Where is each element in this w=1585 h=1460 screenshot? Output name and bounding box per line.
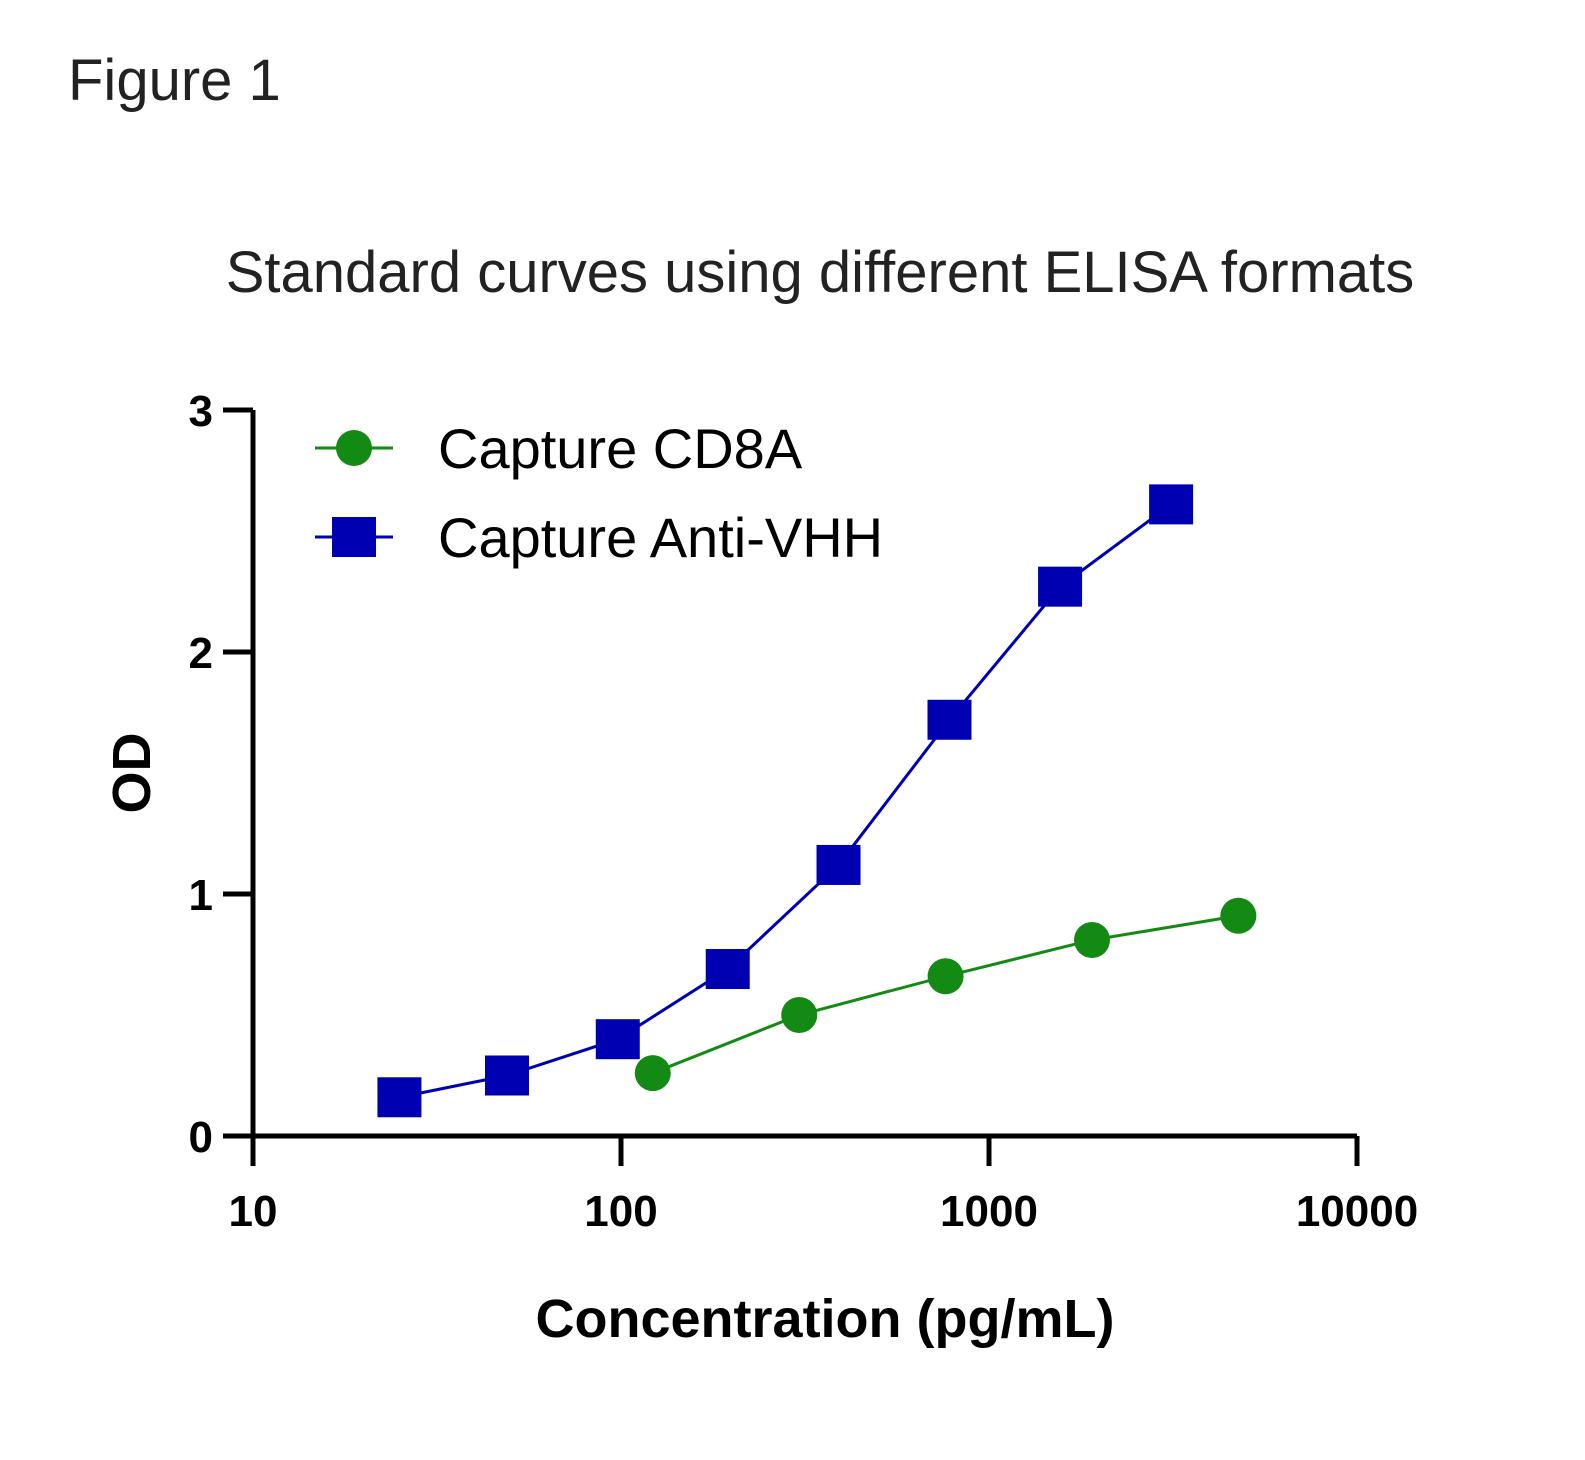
legend-marker <box>332 517 376 557</box>
data-point <box>1220 897 1257 934</box>
series-line <box>652 914 1239 1075</box>
legend-label: Capture CD8A <box>438 417 803 480</box>
data-point <box>1074 921 1111 958</box>
series-1 <box>377 484 1194 1118</box>
data-point <box>377 1077 422 1118</box>
legend-label: Capture Anti-VHH <box>438 506 883 569</box>
data-point <box>927 958 964 995</box>
y-axis-title: OD <box>102 733 162 814</box>
legend: Capture CD8A Capture Anti-VHH <box>315 417 883 569</box>
y-tick-label: 3 <box>189 387 213 436</box>
series-layer <box>377 484 1257 1118</box>
data-point <box>816 844 861 885</box>
legend-item-1: Capture Anti-VHH <box>315 506 883 569</box>
x-tick-label: 1000 <box>940 1187 1038 1236</box>
x-tick-label: 10 <box>229 1187 278 1236</box>
data-point <box>705 949 750 990</box>
x-tick-label: 100 <box>584 1187 657 1236</box>
axes: 0 1 2 3 10 100 1000 10000 <box>189 387 1419 1236</box>
data-point <box>484 1055 529 1096</box>
legend-item-0: Capture CD8A <box>315 417 803 480</box>
x-axis-title: Concentration (pg/mL) <box>536 1289 1115 1349</box>
data-point <box>1149 484 1194 525</box>
data-point <box>927 699 972 740</box>
figure-label: Figure 1 <box>68 48 281 113</box>
data-point <box>781 997 818 1033</box>
series-0 <box>634 897 1257 1092</box>
chart-title: Standard curves using different ELISA fo… <box>226 240 1415 305</box>
data-point <box>634 1055 671 1092</box>
data-point <box>1038 566 1083 607</box>
y-tick-label: 1 <box>189 871 213 920</box>
x-tick-label: 10000 <box>1296 1187 1418 1236</box>
y-tick-label: 0 <box>189 1113 213 1162</box>
data-point <box>595 1019 640 1060</box>
y-tick-label: 2 <box>189 629 213 678</box>
legend-marker <box>336 430 372 466</box>
